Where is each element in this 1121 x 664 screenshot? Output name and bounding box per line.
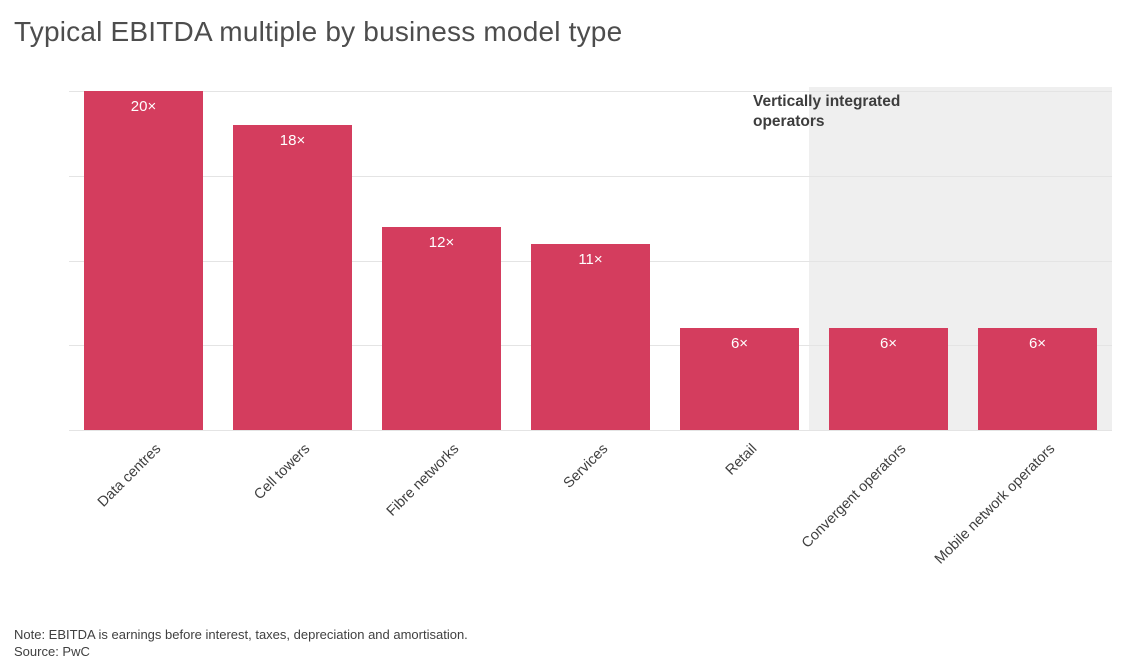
- gridline: [69, 430, 1112, 431]
- bar-value-label: 6×: [730, 335, 749, 353]
- bar-value-label: 20×: [130, 98, 157, 115]
- bar-value-label: 12×: [428, 233, 455, 251]
- bar-cell-towers: 18×: [233, 124, 352, 430]
- note-line: Note: EBITDA is earnings before interest…: [14, 627, 468, 642]
- bar-value-label: 18×: [279, 131, 306, 149]
- bar-convergent-operators: 6×: [829, 328, 948, 430]
- gridline: [69, 91, 1112, 92]
- bar-data-centres: 20×: [84, 91, 203, 430]
- x-axis-label-convergent-operators: Convergent operators: [798, 441, 909, 552]
- bar-services: 11×: [531, 243, 650, 430]
- plot-area: 20× 18× 12× 11× 6× 6× 6× Vertically integrated…: [69, 87, 1112, 431]
- bar-value-label: 11×: [578, 250, 603, 268]
- chart-title: Typical EBITDA multiple by business mode…: [14, 16, 623, 47]
- bar-value-label: 6×: [1028, 335, 1047, 353]
- bar-fibre-networks: 12×: [382, 226, 501, 430]
- x-axis-label-mobile-network-operators: Mobile network operators: [931, 441, 1058, 568]
- source-line: Source: PwC: [14, 643, 90, 659]
- x-axis-label-retail: Retail: [722, 441, 760, 479]
- bar-mobile-network-operators: 6×: [978, 328, 1097, 430]
- x-axis-label-data-centres: Data centres: [94, 441, 164, 511]
- x-axis-label-fibre-networks: Fibre networks: [383, 441, 462, 520]
- gridline: [69, 175, 1112, 177]
- bar-value-label: 6×: [879, 335, 898, 353]
- bar-retail: 6×: [680, 328, 799, 430]
- x-axis-label-cell-towers: Cell towers: [250, 441, 313, 504]
- panel-annotation: Vertically integrated operators: [753, 93, 901, 131]
- x-axis-label-services: Services: [560, 441, 611, 492]
- footnote: Note: EBITDA is earnings before interest…: [14, 627, 468, 660]
